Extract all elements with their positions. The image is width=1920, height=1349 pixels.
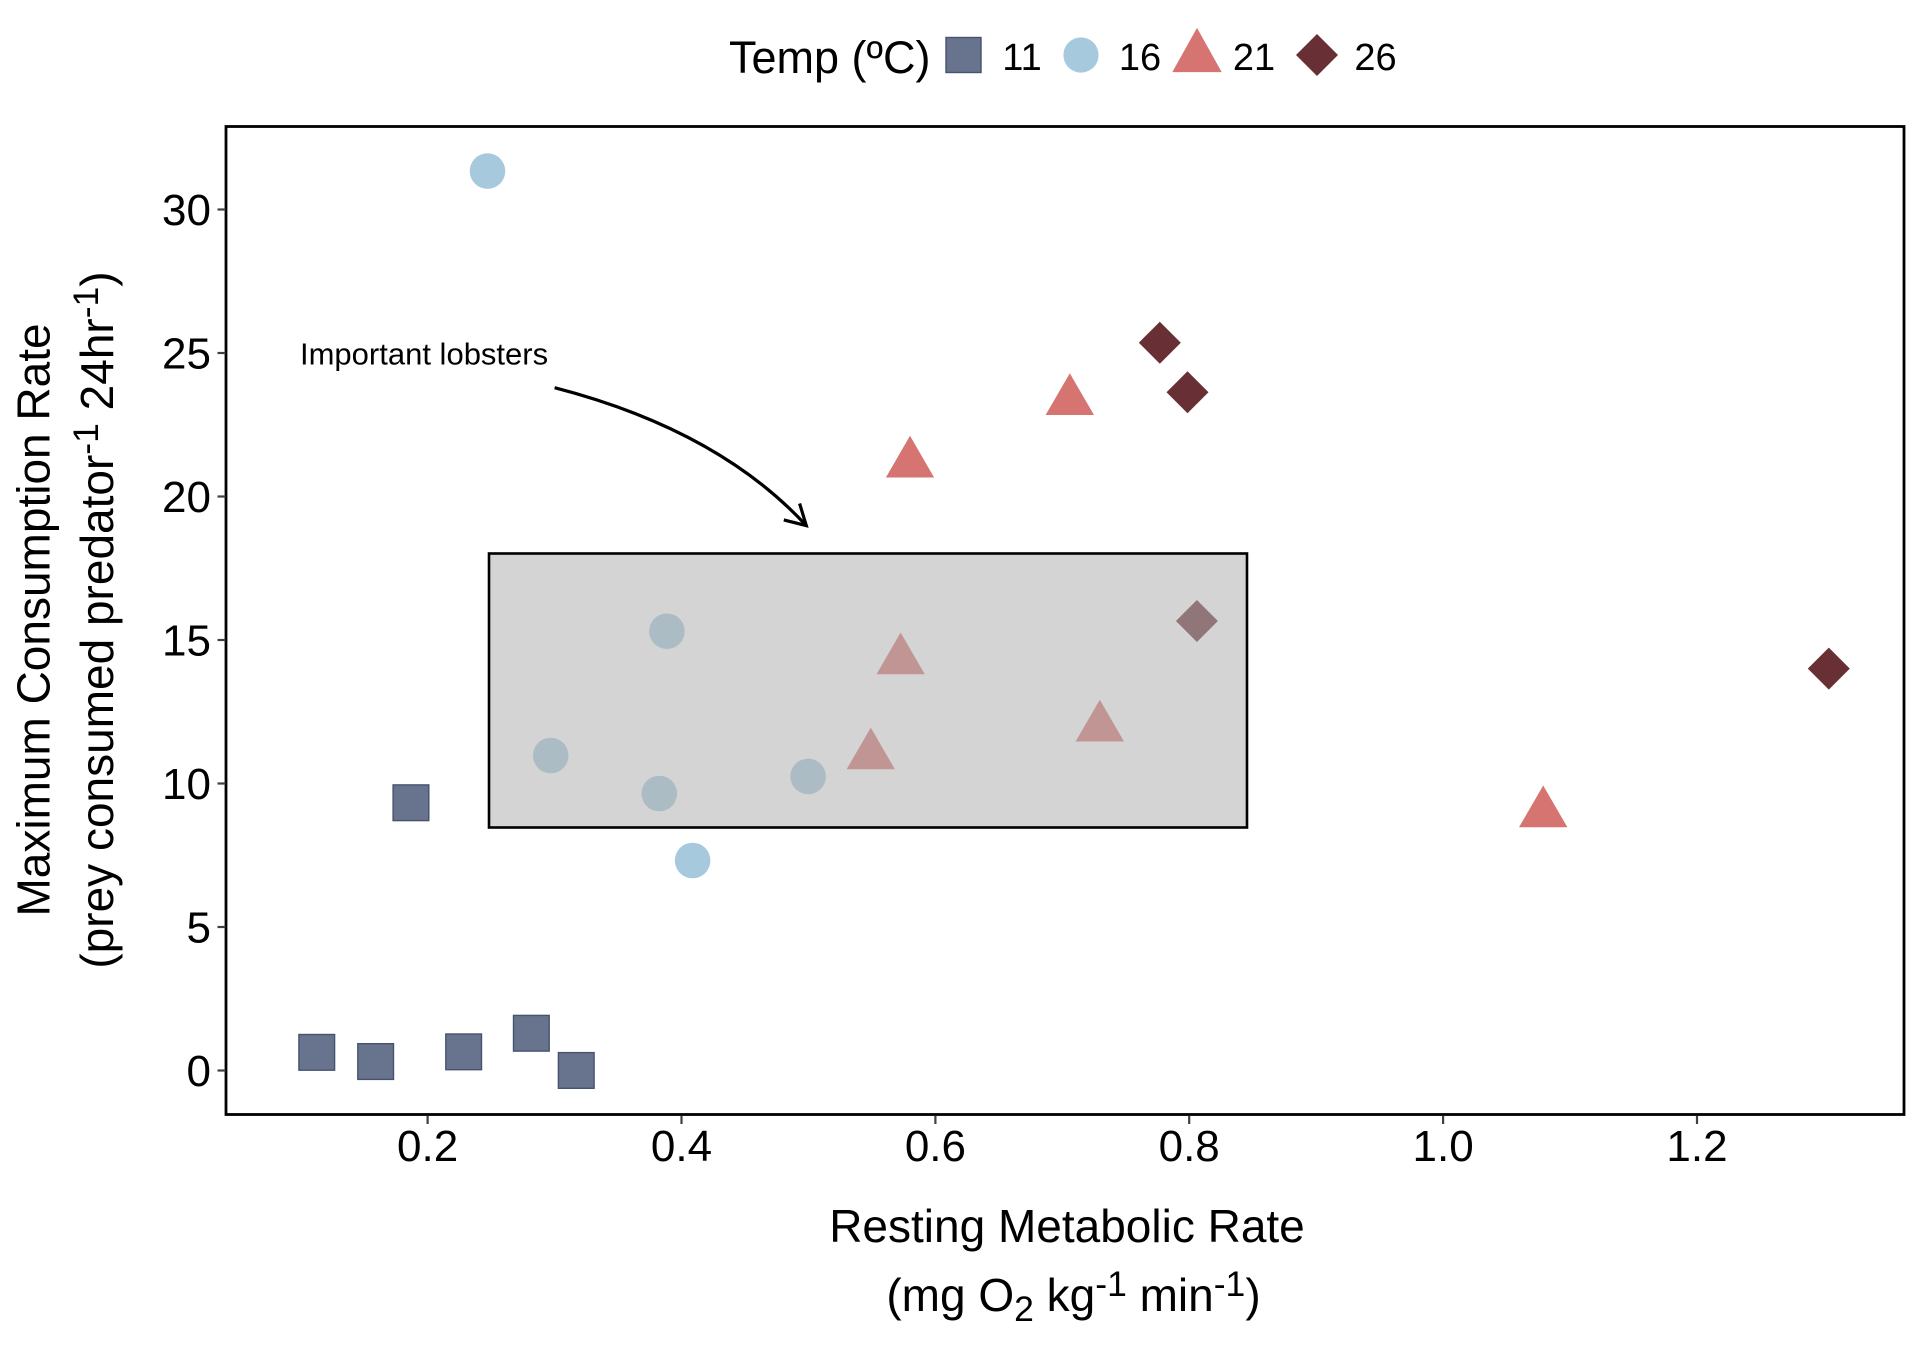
svg-text:1.0: 1.0	[1413, 1122, 1474, 1171]
svg-text:15: 15	[162, 617, 211, 666]
svg-text:1.2: 1.2	[1666, 1122, 1727, 1171]
svg-text:Important lobsters: Important lobsters	[300, 337, 548, 372]
svg-text:5: 5	[187, 904, 211, 953]
svg-text:0.8: 0.8	[1159, 1122, 1220, 1171]
svg-text:26: 26	[1354, 37, 1396, 79]
svg-text:Maximum Consumption Rate: Maximum Consumption Rate	[7, 323, 59, 916]
svg-text:0.2: 0.2	[397, 1122, 458, 1171]
svg-text:25: 25	[162, 330, 211, 379]
svg-text:0: 0	[187, 1047, 211, 1096]
svg-text:0.4: 0.4	[651, 1122, 712, 1171]
svg-text:11: 11	[1002, 37, 1041, 79]
svg-text:Temp (ºC): Temp (ºC)	[729, 32, 930, 83]
svg-text:20: 20	[162, 473, 211, 522]
svg-text:16: 16	[1119, 37, 1161, 79]
svg-text:21: 21	[1233, 37, 1275, 79]
svg-text:Resting Metabolic Rate: Resting Metabolic Rate	[829, 1200, 1305, 1252]
svg-text:10: 10	[162, 760, 211, 809]
svg-text:(mg O2 kg-1 min-1): (mg O2 kg-1 min-1)	[886, 1264, 1260, 1329]
svg-text:(prey consumed predator-1 24hr: (prey consumed predator-1 24hr-1)	[66, 271, 123, 968]
svg-text:30: 30	[162, 186, 211, 235]
svg-text:0.6: 0.6	[905, 1122, 966, 1171]
